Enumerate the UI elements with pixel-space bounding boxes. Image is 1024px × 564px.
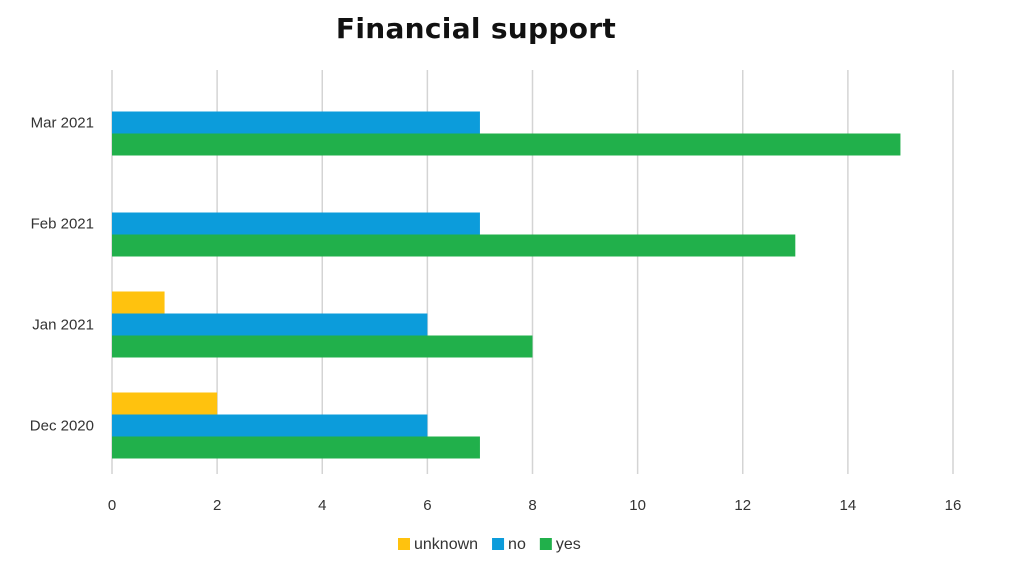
bar-yes (112, 234, 796, 257)
legend-swatch-no (492, 538, 505, 550)
bar-unknown (112, 392, 218, 415)
x-tick-label: 0 (108, 497, 116, 514)
x-tick-label: 8 (528, 497, 536, 514)
bar-unknown (112, 291, 165, 314)
x-tick-label: 14 (840, 497, 857, 514)
bar-no (112, 313, 428, 336)
x-tick-label: 12 (734, 497, 751, 514)
legend-label-unknown: unknown (414, 536, 478, 553)
y-category-label: Jan 2021 (32, 317, 94, 334)
bar-yes (112, 436, 480, 459)
legend-label-no: no (508, 536, 526, 553)
x-tick-label: 6 (423, 497, 431, 514)
y-category-label: Feb 2021 (31, 216, 94, 233)
bar-no (112, 111, 480, 134)
legend-label-yes: yes (556, 536, 581, 553)
bar-no (112, 212, 480, 235)
y-category-label: Mar 2021 (31, 115, 94, 132)
legend-swatch-unknown (398, 538, 410, 550)
bar-no (112, 414, 428, 437)
bar-yes (112, 133, 901, 156)
bar-yes (112, 335, 533, 358)
chart-title: Financial support (335, 12, 617, 45)
legend-swatch-yes (539, 538, 552, 550)
x-tick-label: 16 (945, 497, 962, 514)
x-tick-label: 2 (213, 497, 221, 514)
x-tick-label: 10 (629, 497, 646, 514)
x-tick-label: 4 (318, 497, 326, 514)
y-category-label: Dec 2020 (30, 418, 94, 435)
